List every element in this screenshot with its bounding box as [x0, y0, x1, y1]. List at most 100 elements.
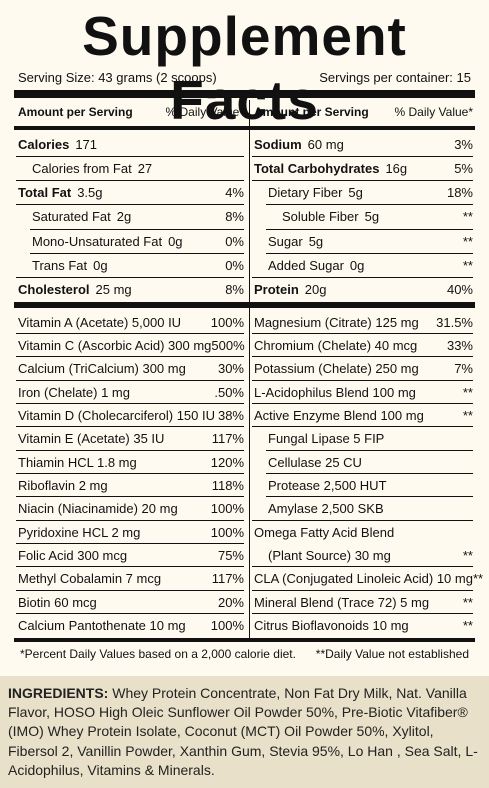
vitamin-left-label: Calcium (TriCalcium) 300 mg	[18, 361, 186, 377]
row-divider	[252, 402, 473, 404]
macro-left-row: Cholesterol 25 mg 8%	[18, 278, 244, 302]
macro-right-amount: 5g	[364, 209, 380, 225]
macro-left-row: Calories from Fat 27	[32, 156, 244, 180]
vitamin-left-label: Thiamin HCL 1.8 mg	[18, 454, 137, 470]
row-divider	[16, 449, 244, 451]
vitamin-left-row: Riboflavin 2 mg 118%	[18, 473, 244, 497]
macro-left-dv: 4%	[225, 185, 244, 201]
ingredients-heading: INGREDIENTS:	[8, 685, 109, 701]
row-divider	[252, 566, 473, 568]
vitamin-left-row: Methyl Cobalamin 7 mcg 117%	[18, 567, 244, 591]
macro-right-dv: 5%	[454, 160, 473, 176]
vitamin-left-row: Vitamin E (Acetate) 35 IU 117%	[18, 427, 244, 451]
serving-size: Serving Size: 43 grams (2 scoops)	[18, 70, 217, 85]
vitamin-right-label: CLA (Conjugated Linoleic Acid) 10 mg	[254, 571, 473, 587]
macro-right-row: Sugar 5g **	[268, 229, 473, 253]
footnotes: *Percent Daily Values based on a 2,000 c…	[20, 644, 469, 664]
row-divider	[16, 402, 244, 404]
macro-left-label: Saturated Fat 2g	[32, 209, 131, 224]
macro-right-label: Dietary Fiber 5g	[268, 185, 363, 200]
macro-right-label: Protein 20g	[254, 282, 327, 297]
row-divider	[266, 472, 473, 474]
macro-right-dv: 3%	[454, 136, 473, 152]
vitamin-right-dv: **	[462, 618, 473, 634]
macro-right-name: Soluble Fiber	[282, 209, 359, 225]
right-amount-header: Amount per Serving	[254, 105, 369, 119]
footnote-not-established: **Daily Value not established	[315, 647, 469, 661]
panel-title: Supplement Facts	[82, 5, 407, 131]
vitamin-left-row: Biotin 60 mcg 20%	[18, 590, 244, 614]
macro-right-row: Dietary Fiber 5g 18%	[268, 181, 473, 205]
vitamin-left-label: Vitamin A (Acetate) 5,000 IU	[18, 314, 182, 330]
row-divider	[252, 426, 473, 428]
row-divider	[266, 204, 473, 206]
row-divider	[252, 356, 473, 358]
vitamin-right-label: Protease 2,500 HUT	[268, 477, 387, 493]
vitamin-left-dv: 117%	[211, 431, 244, 447]
divider-thick-bottom	[14, 638, 475, 642]
macro-right-row: Protein 20g 40%	[254, 278, 473, 302]
macro-right-name: Sugar	[268, 233, 303, 249]
vitamin-right-row: Protease 2,500 HUT	[268, 473, 473, 497]
macro-right-amount: 16g	[385, 160, 408, 176]
vitamin-left-label: Calcium Pantothenate 10 mg	[18, 618, 186, 634]
row-divider	[252, 155, 473, 157]
divider-thick-header	[14, 126, 475, 130]
macro-left-amount: 171	[75, 136, 98, 152]
vitamin-right-dv: 31.5%	[436, 314, 473, 330]
macro-left-name: Mono-Unsaturated Fat	[32, 233, 163, 249]
vitamin-left-label: Vitamin E (Acetate) 35 IU	[18, 431, 165, 447]
vitamin-right-label: Cellulase 25 CU	[268, 454, 362, 470]
row-divider	[16, 519, 244, 521]
macro-left-label: Trans Fat 0g	[32, 258, 108, 273]
vitamin-left-dv: 100%	[210, 524, 244, 540]
left-dv-header: % Daily Value*	[165, 105, 244, 119]
macro-left-name: Calories	[18, 136, 70, 152]
macro-right-row: Total Carbohydrates 16g 5%	[254, 156, 473, 180]
vitamin-left-dv: 117%	[211, 571, 244, 587]
macro-right-name: Dietary Fiber	[268, 185, 343, 201]
vitamin-left-row: Iron (Chelate) 1 mg .50%	[18, 380, 244, 404]
macro-left-amount: 25 mg	[95, 282, 132, 298]
vitamin-left-row: Vitamin D (Cholecarciferol) 150 IU 38%	[18, 403, 244, 427]
vitamin-left-dv: 118%	[211, 477, 244, 493]
vitamin-left-label: Biotin 60 mcg	[18, 594, 97, 610]
macro-left-row: Saturated Fat 2g 8%	[32, 205, 244, 229]
vitamin-right-label: Mineral Blend (Trace 72) 5 mg	[254, 594, 430, 610]
row-divider	[16, 496, 244, 498]
footnote-dv: *Percent Daily Values based on a 2,000 c…	[20, 647, 296, 661]
macro-left-amount: 0g	[93, 258, 108, 273]
vitamin-right-row: Potassium (Chelate) 250 mg 7%	[254, 357, 473, 381]
vitamin-left-label: Folic Acid 300 mcg	[18, 548, 128, 563]
serving-info: Serving Size: 43 grams (2 scoops) Servin…	[18, 70, 471, 88]
macro-right-label: Sugar 5g	[268, 234, 323, 249]
row-divider	[252, 277, 473, 279]
vitamin-right-row: (Plant Source) 30 mg **	[268, 544, 473, 568]
macro-right-dv: 40%	[446, 282, 473, 298]
row-divider	[16, 426, 244, 428]
macro-left-label: Calories from Fat 27	[32, 161, 152, 176]
macro-right-amount: 5g	[308, 233, 324, 249]
vitamin-right-row: Magnesium (Citrate) 125 mg 31.5%	[254, 310, 473, 334]
macro-right-name: Protein	[254, 282, 299, 298]
macro-left-dv: 0%	[225, 258, 244, 273]
vitamin-right-label: Amylase 2,500 SKB	[268, 501, 384, 517]
row-divider	[30, 253, 244, 254]
macro-left-name: Cholesterol	[18, 282, 90, 298]
supplement-facts-panel: Supplement Facts Serving Size: 43 grams …	[6, 4, 483, 668]
vitamin-left-row: Niacin (Niacinamide) 20 mg 100%	[18, 497, 244, 521]
row-divider	[266, 496, 473, 498]
row-divider	[16, 379, 244, 381]
macro-left-row: Calories 171	[18, 132, 244, 156]
macro-left-dv: 8%	[225, 209, 244, 225]
macro-right-label: Added Sugar 0g	[268, 258, 364, 273]
macro-right-row: Added Sugar 0g **	[268, 254, 473, 278]
vitamin-left-dv: 100%	[210, 314, 244, 330]
left-amount-header: Amount per Serving	[18, 105, 133, 119]
row-divider	[16, 332, 244, 334]
macro-right-label: Total Carbohydrates 16g	[254, 161, 407, 176]
macro-right-label: Sodium 60 mg	[254, 137, 344, 152]
vitamin-left-dv: 38%	[217, 407, 244, 423]
macro-right-row: Sodium 60 mg 3%	[254, 132, 473, 156]
vitamin-right-label: Potassium (Chelate) 250 mg	[254, 361, 419, 377]
